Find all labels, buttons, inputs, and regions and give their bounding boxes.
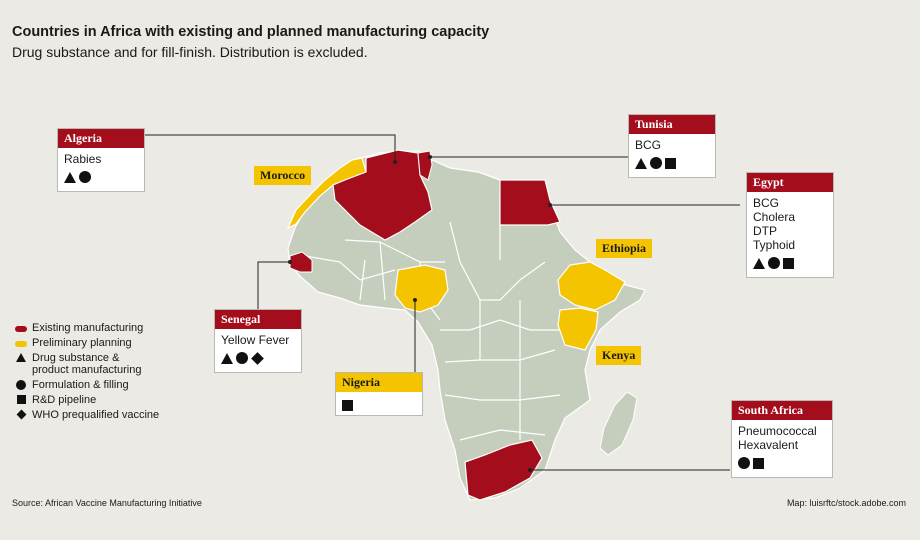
vaccine-item: BCG bbox=[753, 196, 780, 210]
legend-label: Existing manufacturing bbox=[32, 322, 144, 334]
circle-icon bbox=[650, 157, 662, 169]
connector-dots bbox=[288, 155, 552, 472]
legend-rnd: R&D pipeline bbox=[14, 394, 159, 406]
card-nigeria: Nigeria bbox=[335, 372, 423, 416]
legend-planning: Preliminary planning bbox=[14, 337, 159, 349]
diamond-icon bbox=[251, 351, 264, 365]
triangle-icon bbox=[16, 353, 26, 362]
card-south-africa: South Africa Pneumococcal Hexavalent bbox=[731, 400, 833, 478]
country-name: Algeria bbox=[58, 129, 144, 148]
card-egypt: Egypt BCG Cholera DTP Typhoid bbox=[746, 172, 834, 278]
legend-existing: Existing manufacturing bbox=[14, 322, 159, 334]
capability-symbols bbox=[753, 256, 827, 270]
triangle-icon bbox=[221, 352, 233, 364]
card-algeria: Algeria Rabies bbox=[57, 128, 145, 192]
legend-who: WHO prequalified vaccine bbox=[14, 409, 159, 421]
nigeria-shape bbox=[394, 264, 449, 313]
ethiopia-shape bbox=[557, 261, 626, 311]
legend-label: R&D pipeline bbox=[32, 394, 97, 406]
country-name: Senegal bbox=[215, 310, 301, 329]
triangle-icon bbox=[753, 257, 765, 269]
connector-lines bbox=[145, 134, 740, 471]
south-africa-shape bbox=[464, 439, 543, 501]
square-icon bbox=[342, 399, 353, 411]
legend-label: product manufacturing bbox=[32, 364, 142, 376]
triangle-icon bbox=[635, 157, 647, 169]
label-ethiopia: Ethiopia bbox=[596, 239, 653, 258]
circle-icon bbox=[738, 457, 750, 469]
square-icon bbox=[16, 395, 26, 404]
label-kenya: Kenya bbox=[596, 346, 642, 365]
vaccine-item: DTP bbox=[753, 224, 777, 238]
capability-symbols bbox=[738, 456, 826, 470]
map-credit: Map: luisrftc/stock.adobe.com bbox=[786, 498, 906, 508]
map-title: Countries in Africa with existing and pl… bbox=[12, 24, 490, 40]
triangle-icon bbox=[64, 171, 76, 183]
egypt-shape bbox=[499, 179, 561, 226]
circle-icon bbox=[79, 171, 91, 183]
legend-drug-substance: Drug substance & product manufacturing bbox=[14, 352, 159, 376]
vaccine-item: Rabies bbox=[64, 152, 102, 166]
legend-label: Drug substance & bbox=[32, 352, 120, 364]
diamond-icon bbox=[16, 409, 26, 420]
legend-label: Preliminary planning bbox=[32, 337, 132, 349]
yellow-swatch-icon bbox=[15, 341, 27, 347]
legend: Existing manufacturing Preliminary plann… bbox=[14, 322, 159, 424]
legend-label: Formulation & filling bbox=[32, 379, 129, 391]
senegal-shape bbox=[289, 251, 313, 273]
capability-symbols bbox=[342, 398, 416, 412]
country-name: South Africa bbox=[732, 401, 832, 420]
capability-symbols bbox=[221, 351, 295, 365]
vaccine-item: Cholera bbox=[753, 210, 796, 224]
map-subtitle: Drug substance and for fill-finish. Dist… bbox=[12, 44, 368, 60]
country-name: Nigeria bbox=[336, 373, 422, 392]
square-icon bbox=[783, 257, 794, 269]
circle-icon bbox=[768, 257, 780, 269]
vaccine-item: Pneumococcal bbox=[738, 424, 817, 438]
country-name: Egypt bbox=[747, 173, 833, 192]
circle-icon bbox=[16, 380, 26, 390]
card-senegal: Senegal Yellow Fever bbox=[214, 309, 302, 373]
circle-icon bbox=[236, 352, 248, 364]
label-morocco: Morocco bbox=[254, 166, 312, 185]
capability-symbols bbox=[635, 156, 709, 170]
vaccine-item: Typhoid bbox=[753, 238, 796, 252]
madagascar-shape bbox=[599, 391, 638, 456]
square-icon bbox=[665, 157, 676, 169]
red-swatch-icon bbox=[15, 326, 27, 332]
card-tunisia: Tunisia BCG bbox=[628, 114, 716, 178]
legend-label: WHO prequalified vaccine bbox=[32, 409, 160, 421]
kenya-shape bbox=[557, 307, 599, 351]
square-icon bbox=[753, 457, 764, 469]
country-name: Tunisia bbox=[629, 115, 715, 134]
legend-formulation: Formulation & filling bbox=[14, 379, 159, 391]
source-note: Source: African Vaccine Manufacturing In… bbox=[12, 498, 202, 508]
vaccine-item: Hexavalent bbox=[738, 438, 799, 452]
vaccine-item: Yellow Fever bbox=[221, 333, 290, 347]
vaccine-item: BCG bbox=[635, 138, 662, 152]
country-borders bbox=[299, 195, 561, 441]
capability-symbols bbox=[64, 170, 138, 184]
